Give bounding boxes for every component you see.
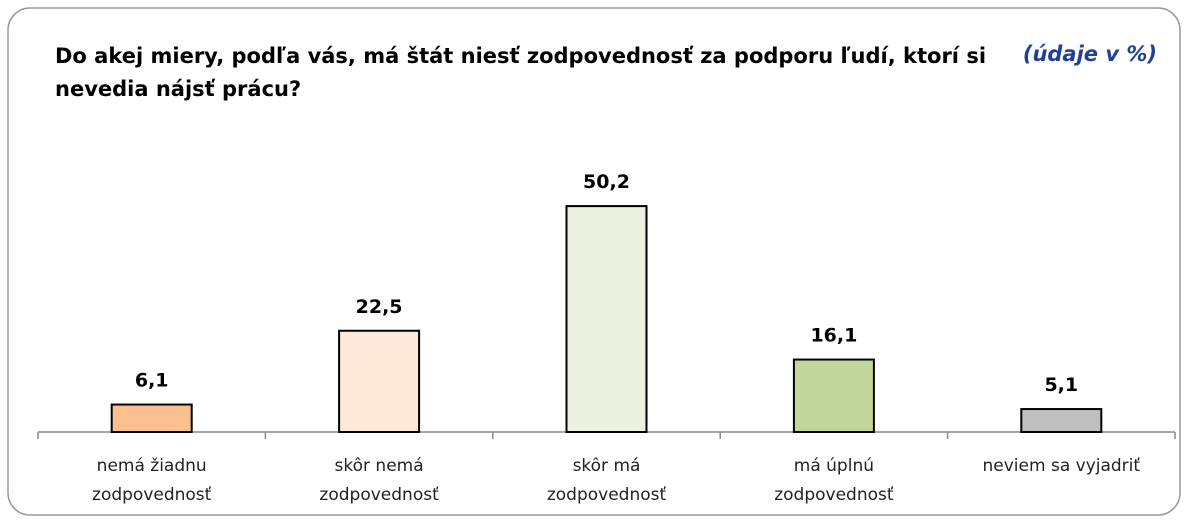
data-label: 22,5	[356, 296, 403, 318]
bar	[565, 205, 648, 433]
chart-note: (údaje v %)	[1022, 42, 1157, 66]
x-tick-label: skôr má zodpovednosť	[546, 456, 667, 505]
data-label: 6,1	[135, 370, 169, 392]
x-tick-label: má úplnú zodpovednosť	[774, 456, 894, 505]
x-tick-label: neviem sa vyjadriť	[982, 456, 1141, 476]
data-label: 50,2	[583, 171, 630, 193]
data-label: 16,1	[810, 325, 857, 347]
bar	[338, 329, 421, 433]
x-tick-label: skôr nemá zodpovednosť	[319, 456, 439, 505]
chart-title: Do akej miery, podľa vás, má štát niesť …	[55, 44, 987, 101]
x-tick-label: nemá žiadnu zodpovednosť	[92, 456, 212, 505]
data-label: 5,1	[1044, 374, 1078, 396]
bar	[1020, 408, 1103, 433]
bar	[110, 403, 193, 433]
bar	[792, 358, 875, 433]
